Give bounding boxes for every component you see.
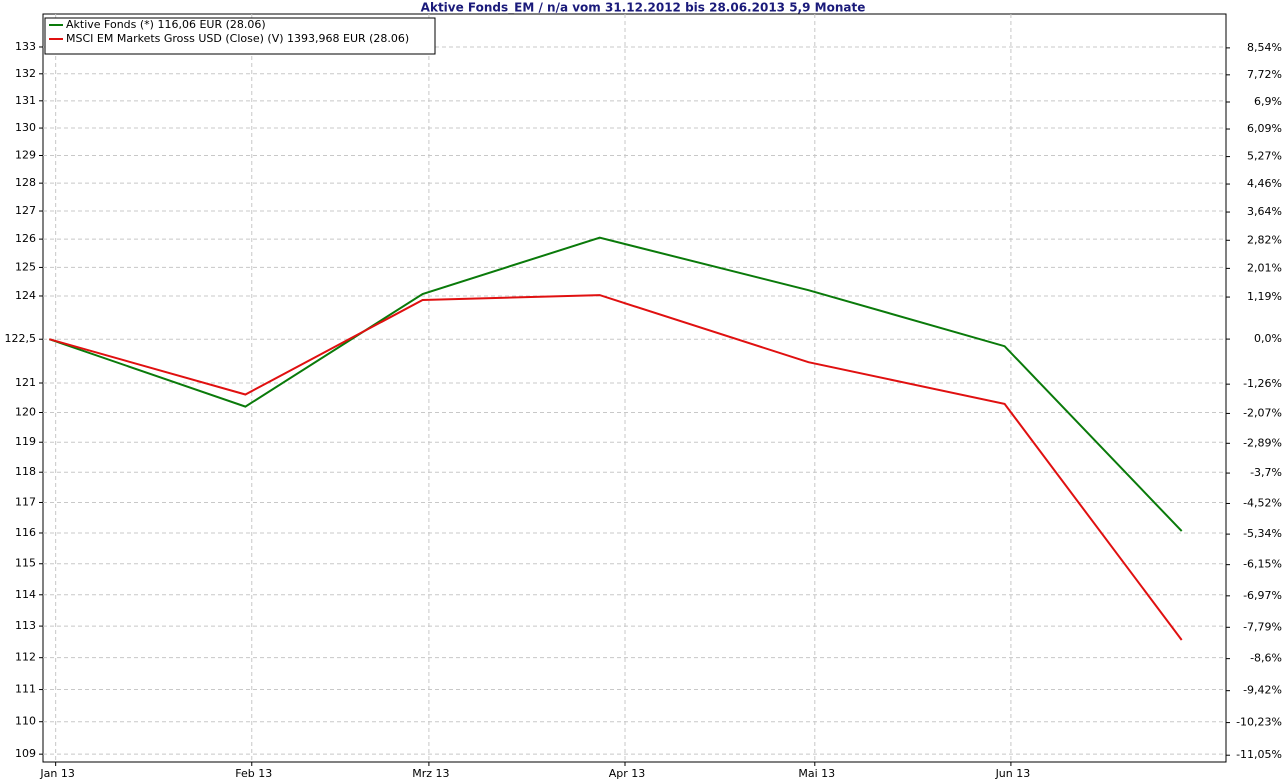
x-tick-label: Mai 13 — [798, 767, 835, 780]
y-tick-label: 131 — [15, 94, 36, 107]
y2-tick-label: -6,97% — [1243, 589, 1282, 602]
y-tick-label: 114 — [15, 588, 36, 601]
y2-tick-label: 2,82% — [1247, 233, 1282, 246]
legend-box — [44, 17, 436, 55]
y2-tick-label: 0,0% — [1254, 332, 1282, 345]
chart-title: Aktive Fonds_EM / n/a vom 31.12.2012 bis… — [421, 1, 866, 16]
y-tick-label: 120 — [15, 406, 36, 419]
y-tick-label: 132 — [15, 67, 36, 80]
y-tick-label: 128 — [15, 176, 36, 189]
y-tick-label: 110 — [15, 715, 36, 728]
y-tick-label: 113 — [15, 619, 36, 632]
y2-tick-label: -2,07% — [1243, 406, 1282, 419]
y2-tick-label: -6,15% — [1243, 558, 1282, 571]
y2-tick-label: 1,19% — [1247, 290, 1282, 303]
y2-tick-label: -8,6% — [1250, 652, 1282, 665]
legend: Aktive Fonds (*) 116,06 EUR (28.06)MSCI … — [44, 17, 436, 55]
y2-tick-label: 7,72% — [1247, 68, 1282, 81]
y2-tick-label: -10,23% — [1236, 716, 1282, 729]
y-tick-label: 125 — [15, 260, 36, 273]
y-tick-label: 127 — [15, 204, 36, 217]
y-tick-label: 117 — [15, 495, 36, 508]
y2-tick-label: -11,05% — [1236, 748, 1282, 761]
y-tick-label: 124 — [15, 289, 36, 302]
legend-label: Aktive Fonds (*) 116,06 EUR (28.06) — [66, 18, 266, 31]
y-tick-label: 112 — [15, 651, 36, 664]
plot-frame — [42, 13, 1227, 763]
y2-tick-label: 8,54% — [1247, 41, 1282, 54]
y-tick-label: 111 — [15, 683, 36, 696]
y2-tick-label: -4,52% — [1243, 496, 1282, 509]
y-tick-label: 118 — [15, 465, 36, 478]
y2-tick-label: 5,27% — [1247, 150, 1282, 163]
x-tick-label: Jan 13 — [39, 767, 74, 780]
y-tick-label: 119 — [15, 435, 36, 448]
x-tick-label: Apr 13 — [609, 767, 646, 780]
y-tick-label: 133 — [15, 40, 36, 53]
y2-tick-label: -5,34% — [1243, 527, 1282, 540]
x-tick-label: Feb 13 — [235, 767, 272, 780]
y2-tick-label: -3,7% — [1250, 466, 1282, 479]
x-tick-label: Mrz 13 — [412, 767, 449, 780]
y-tick-label: 116 — [15, 526, 36, 539]
series-line — [49, 294, 1183, 641]
y2-tick-label: 4,46% — [1247, 177, 1282, 190]
series-line — [48, 236, 1183, 532]
x-tick-label: Jun 13 — [995, 767, 1031, 780]
y2-tick-label: -1,26% — [1243, 377, 1282, 390]
y2-tick-label: 3,64% — [1247, 205, 1282, 218]
y-tick-label: 129 — [15, 148, 36, 161]
y-tick-label: 126 — [15, 232, 36, 245]
y-tick-label: 109 — [15, 747, 36, 760]
y2-tick-label: -7,79% — [1243, 620, 1282, 633]
y-tick-label: 130 — [15, 121, 36, 134]
y-tick-label: 122,5 — [5, 332, 37, 345]
y-tick-label: 115 — [15, 557, 36, 570]
y2-tick-label: 6,09% — [1247, 122, 1282, 135]
y2-tick-label: 6,9% — [1254, 95, 1282, 108]
y-tick-label: 121 — [15, 376, 36, 389]
legend-label: MSCI EM Markets Gross USD (Close) (V) 13… — [66, 32, 409, 45]
y2-tick-label: -9,42% — [1243, 684, 1282, 697]
y2-tick-label: -2,89% — [1243, 436, 1282, 449]
y2-tick-label: 2,01% — [1247, 261, 1282, 274]
